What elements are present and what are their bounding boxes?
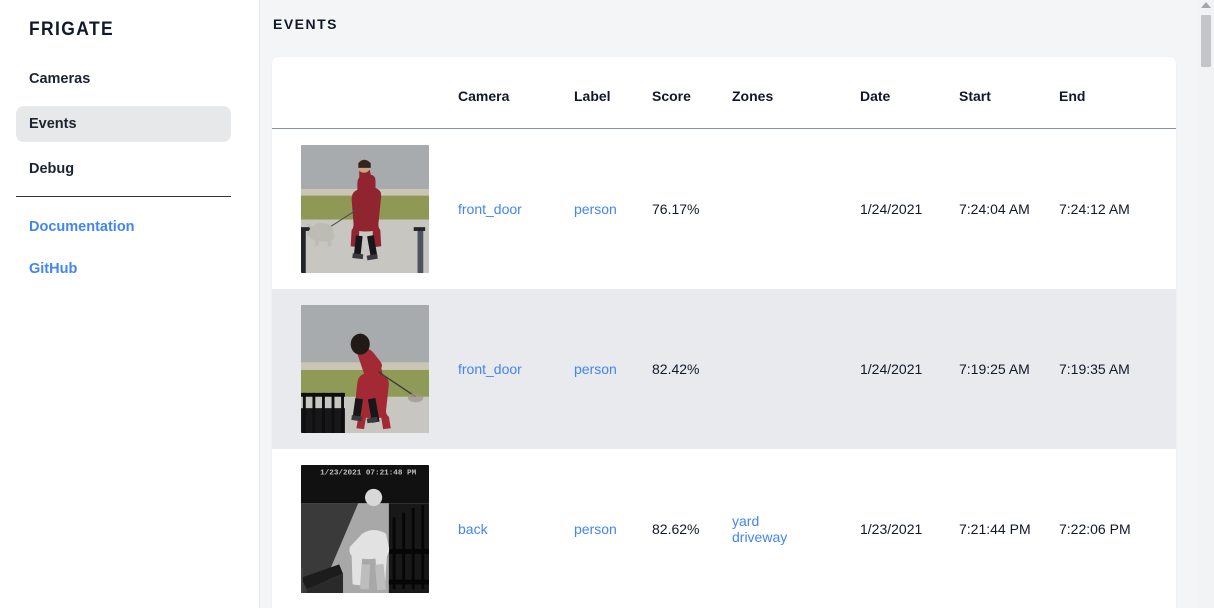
svg-text:1/23/2021 07:21:48 PM: 1/23/2021 07:21:48 PM	[320, 470, 417, 478]
